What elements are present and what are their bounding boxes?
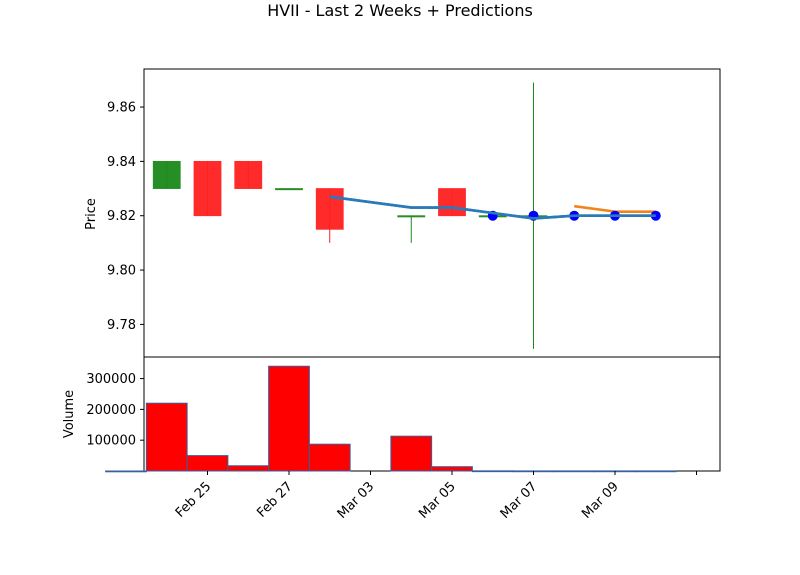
moving-average-line-overlay [329, 195, 656, 220]
candle-body [438, 188, 466, 217]
volume-bar [431, 466, 473, 472]
candle-body [275, 188, 303, 191]
price-tick-label: 9.78 [107, 318, 136, 333]
candle-body [152, 160, 181, 189]
volume-bar [186, 455, 229, 472]
volume-bar [634, 470, 677, 473]
chart-title: HVII - Last 2 Weeks + Predictions [267, 1, 533, 20]
price-plot-area [143, 68, 721, 358]
candle-body [397, 215, 426, 218]
price-tick-label: 9.80 [107, 264, 136, 279]
volume-bar [553, 470, 596, 473]
volume-tick-label: 300000 [86, 372, 136, 387]
volume-bar [390, 435, 433, 472]
price-panel: 9.78 9.80 9.82 9.84 9.86 [107, 68, 721, 358]
x-tick-label: Mar 05 [416, 479, 459, 522]
volume-bar [145, 402, 188, 472]
x-tick-label: Mar 03 [335, 479, 378, 522]
volume-bar [105, 470, 147, 473]
x-tick-label: Mar 09 [579, 479, 622, 522]
volume-tick-label: 200000 [86, 403, 136, 418]
price-tick-label: 9.82 [107, 209, 136, 224]
volume-bar [471, 470, 514, 473]
volume-bar [268, 365, 310, 472]
price-axis-label: Price [84, 198, 99, 230]
volume-tick-label: 100000 [86, 434, 136, 449]
volume-bar [227, 465, 270, 472]
volume-panel: 100000 200000 300000 Feb 25 Feb 27 Mar 03 Mar … [86, 356, 721, 522]
x-tick-label: Feb 25 [173, 479, 215, 521]
x-tick-label: Feb 27 [254, 479, 296, 521]
candle-body [234, 160, 263, 189]
volume-axis-label: Volume [62, 390, 77, 438]
volume-bar [308, 443, 351, 472]
candle-body [193, 160, 222, 217]
price-tick-label: 9.84 [107, 155, 136, 170]
x-tick-label: Mar 07 [498, 479, 541, 522]
candle-body [315, 188, 344, 230]
price-tick-label: 9.86 [107, 101, 136, 116]
